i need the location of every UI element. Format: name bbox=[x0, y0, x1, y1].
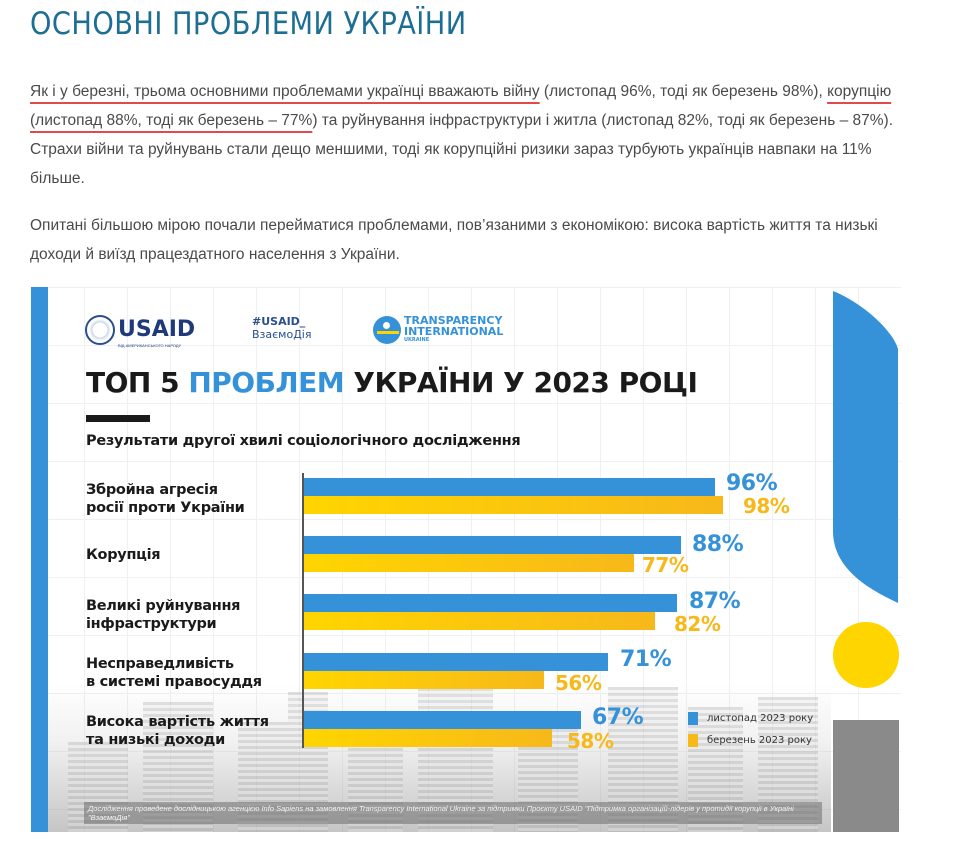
bar-march bbox=[304, 729, 552, 747]
vzaemodia-hashtag: #USAID_ bbox=[252, 315, 306, 328]
chart-axis bbox=[302, 473, 304, 748]
legend-swatch-icon bbox=[688, 733, 698, 747]
value-label-november: 88% bbox=[692, 532, 744, 557]
bar-march bbox=[304, 554, 634, 572]
value-label-march: 98% bbox=[743, 494, 790, 518]
paragraph-text: (листопад 96%, тоді як березень 98%), bbox=[539, 83, 828, 100]
infographic: USAID ВІД АМЕРИКАНСЬКОГО НАРОДУ #USAID_ … bbox=[31, 287, 901, 832]
vzaemodia-text: ВзаємоДія bbox=[252, 328, 312, 341]
vzaemodia-logo: #USAID_ ВзаємоДія bbox=[252, 315, 311, 341]
category-label: Корупція bbox=[86, 547, 161, 563]
legend-swatch-icon bbox=[688, 711, 698, 725]
bar-november bbox=[304, 478, 715, 496]
decorative-gray-block bbox=[833, 720, 899, 832]
chart-title: ТОП 5 ПРОБЛЕМ УКРАЇНИ У 2023 РОЦІ bbox=[86, 366, 698, 399]
value-label-march: 77% bbox=[642, 553, 689, 577]
bar-november bbox=[304, 536, 681, 554]
left-accent-strip bbox=[31, 287, 48, 832]
value-label-march: 58% bbox=[567, 729, 614, 753]
value-label-november: 67% bbox=[592, 705, 644, 730]
transparency-international-logo: TRANSPARENCY INTERNATIONAL UKRAINE bbox=[373, 315, 503, 344]
decorative-blue-shape bbox=[833, 291, 898, 603]
category-label: Висока вартість життя та низькі доходи bbox=[86, 714, 269, 748]
bar-november bbox=[304, 711, 581, 729]
legend-item-march: березень 2023 року bbox=[688, 731, 813, 749]
decorative-yellow-circle bbox=[833, 622, 899, 688]
usaid-tagline: ВІД АМЕРИКАНСЬКОГО НАРОДУ bbox=[118, 343, 182, 348]
legend-item-november: листопад 2023 року bbox=[688, 709, 813, 727]
value-label-november: 71% bbox=[620, 647, 672, 672]
value-label-march: 56% bbox=[555, 671, 602, 695]
value-label-november: 87% bbox=[689, 589, 741, 614]
bar-november bbox=[304, 653, 608, 671]
usaid-logo: USAID ВІД АМЕРИКАНСЬКОГО НАРОДУ bbox=[85, 315, 195, 348]
paragraph-text: ) та руйнування інфраструктури і житла (… bbox=[30, 112, 894, 187]
bar-november bbox=[304, 594, 677, 612]
value-label-november: 96% bbox=[726, 471, 778, 496]
value-label-march: 82% bbox=[674, 612, 721, 636]
category-label: Збройна агресія росії проти України bbox=[86, 482, 245, 516]
footnote: Дослідження проведене дослідницькою аген… bbox=[84, 802, 822, 824]
bar-march bbox=[304, 612, 655, 630]
underlined-text: корупцію (листопад 88%, тоді як березень… bbox=[30, 83, 892, 129]
chart-legend: листопад 2023 року березень 2023 року bbox=[688, 709, 813, 753]
ti-figure-icon bbox=[373, 315, 401, 344]
title-underline-bar bbox=[86, 415, 150, 422]
usaid-wordmark: USAID bbox=[118, 317, 196, 342]
category-label: Великі руйнування інфраструктури bbox=[86, 598, 241, 632]
underlined-text: Як і у березні, трьома основними проблем… bbox=[30, 83, 540, 100]
usaid-seal-icon bbox=[85, 315, 115, 345]
category-label: Несправедливість в системі правосуддя bbox=[86, 656, 262, 690]
page-title: ОСНОВНІ ПРОБЛЕМИ УКРАЇНИ bbox=[30, 6, 467, 42]
chart-subtitle: Результати другої хвилі соціологічного д… bbox=[86, 433, 521, 449]
bar-march bbox=[304, 496, 723, 514]
paragraph-1: Як і у березні, трьома основними проблем… bbox=[30, 77, 930, 193]
title-highlight: ПРОБЛЕМ bbox=[188, 366, 345, 399]
paragraph-2: Опитані більшою мірою почали перейматися… bbox=[30, 217, 878, 263]
bar-march bbox=[304, 671, 544, 689]
